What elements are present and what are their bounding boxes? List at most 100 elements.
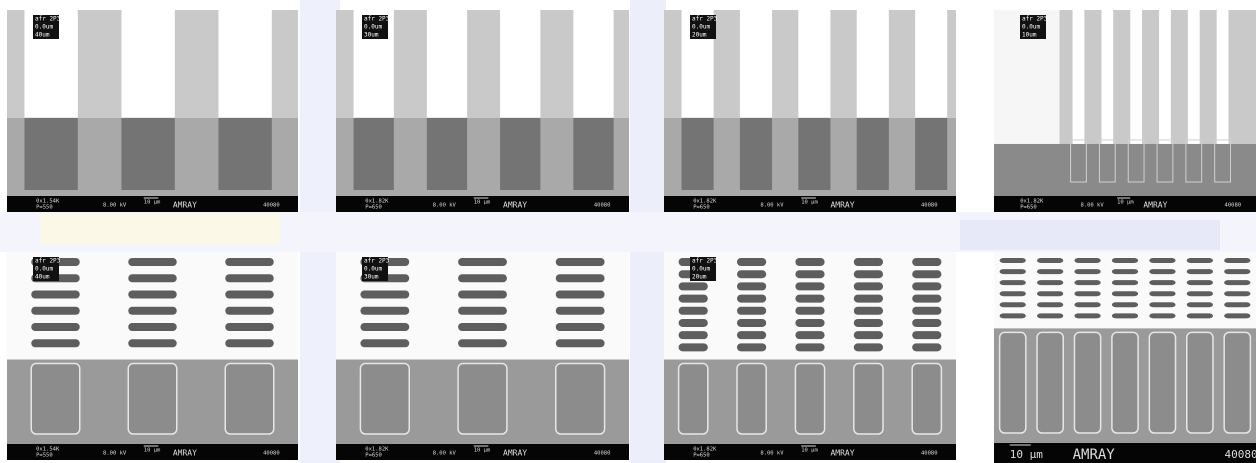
sem-label: 30um bbox=[364, 32, 379, 39]
column-base bbox=[857, 118, 889, 190]
hole-row bbox=[795, 295, 824, 303]
hole-row bbox=[1224, 280, 1250, 285]
hole-row bbox=[854, 331, 883, 339]
hole-row bbox=[31, 307, 80, 315]
column bbox=[1130, 10, 1142, 144]
hole-row bbox=[458, 307, 507, 315]
hole-row bbox=[360, 339, 409, 347]
hole-row bbox=[556, 291, 605, 299]
sem-image: afr 2P30.0um40um0x1.54KP=5508.00 kV10 µm… bbox=[7, 252, 298, 460]
hole-row bbox=[912, 307, 941, 315]
hole-row bbox=[679, 331, 708, 339]
hole-row bbox=[1187, 313, 1213, 318]
hole-row bbox=[679, 319, 708, 327]
hole-row bbox=[679, 307, 708, 315]
hole-row bbox=[225, 323, 274, 331]
hole-row bbox=[556, 274, 605, 282]
image-id: 40080 bbox=[1225, 203, 1242, 209]
column bbox=[798, 10, 830, 118]
hole-row bbox=[360, 291, 409, 299]
column bbox=[121, 10, 174, 118]
hole-row bbox=[1224, 291, 1250, 296]
hole-row bbox=[912, 343, 941, 351]
column-base bbox=[354, 118, 394, 190]
hole-row bbox=[1149, 313, 1175, 318]
voltage: 8.00 kV bbox=[760, 203, 784, 209]
hole-row bbox=[679, 295, 708, 303]
hole-row bbox=[1224, 269, 1250, 274]
hole-row bbox=[1149, 258, 1175, 263]
sem-label: 0.0um bbox=[364, 24, 382, 31]
voltage: 8.00 kV bbox=[760, 451, 784, 457]
hole-row bbox=[1112, 302, 1138, 307]
hole-row bbox=[225, 307, 274, 315]
hole-row bbox=[1074, 280, 1100, 285]
hole-row bbox=[225, 274, 274, 282]
sem-label: 20um bbox=[692, 274, 707, 281]
page: afr 2P30.0um40um0x1.54KP=5508.00 kV10 µm… bbox=[0, 0, 1256, 463]
hole-row bbox=[854, 319, 883, 327]
column bbox=[427, 10, 467, 118]
sem-label: 0.0um bbox=[692, 266, 710, 273]
hole-row bbox=[912, 282, 941, 290]
hole-row bbox=[912, 270, 941, 278]
voltage: 8.00 kV bbox=[433, 451, 457, 457]
hole-row bbox=[556, 258, 605, 266]
hole-row bbox=[128, 274, 177, 282]
hole-row bbox=[1112, 269, 1138, 274]
sem-label: afr 2P3 bbox=[364, 16, 390, 23]
trench bbox=[1112, 332, 1138, 433]
sem-label: 0.0um bbox=[692, 24, 710, 31]
trench bbox=[458, 364, 507, 434]
brand: AMRAY bbox=[503, 449, 527, 458]
voltage: 8.00 kV bbox=[103, 203, 127, 209]
column-base bbox=[740, 118, 772, 190]
hole-row bbox=[854, 258, 883, 266]
hole-row bbox=[1000, 291, 1026, 296]
hole-row bbox=[737, 295, 766, 303]
brand: AMRAY bbox=[830, 449, 854, 458]
hole-row bbox=[1037, 313, 1063, 318]
sem-label: 20um bbox=[692, 32, 707, 39]
hole-row bbox=[458, 274, 507, 282]
hole-row bbox=[128, 291, 177, 299]
hole-row bbox=[1037, 302, 1063, 307]
backdrop bbox=[960, 220, 1220, 250]
column bbox=[740, 10, 772, 118]
hole-row bbox=[854, 282, 883, 290]
image-id: 40080 bbox=[921, 451, 938, 457]
trench bbox=[1224, 332, 1250, 433]
position: P=650 bbox=[365, 453, 382, 459]
hole-row bbox=[458, 258, 507, 266]
column-base bbox=[682, 118, 714, 190]
sem-label: 10um bbox=[1022, 32, 1037, 39]
brand: AMRAY bbox=[830, 201, 854, 210]
hole-row bbox=[556, 323, 605, 331]
column-base bbox=[121, 118, 174, 190]
sem-image: afr 2P30.0um30um0x1.82KP=6508.00 kV10 µm… bbox=[336, 252, 629, 460]
backdrop bbox=[40, 214, 280, 244]
hole-row bbox=[1224, 313, 1250, 318]
scale-label: 10 µm bbox=[1010, 448, 1043, 461]
trench bbox=[128, 364, 177, 434]
hole-row bbox=[679, 343, 708, 351]
scale-label: 10 µm bbox=[474, 448, 491, 454]
hole-row bbox=[795, 319, 824, 327]
hole-row bbox=[1000, 302, 1026, 307]
sem-label: afr 2P3 bbox=[692, 258, 718, 265]
trench bbox=[1149, 332, 1175, 433]
hole-row bbox=[795, 258, 824, 266]
hole-row bbox=[1112, 313, 1138, 318]
column-base bbox=[218, 118, 271, 190]
trench bbox=[854, 364, 883, 434]
scale-label: 10 µm bbox=[474, 200, 491, 206]
hole-row bbox=[1074, 258, 1100, 263]
hole-row bbox=[1149, 280, 1175, 285]
column bbox=[500, 10, 540, 118]
sem-label: 40um bbox=[35, 32, 50, 39]
column bbox=[1101, 10, 1113, 144]
hole-row bbox=[854, 307, 883, 315]
sem-label: 0.0um bbox=[35, 266, 53, 273]
hole-row bbox=[1224, 258, 1250, 263]
